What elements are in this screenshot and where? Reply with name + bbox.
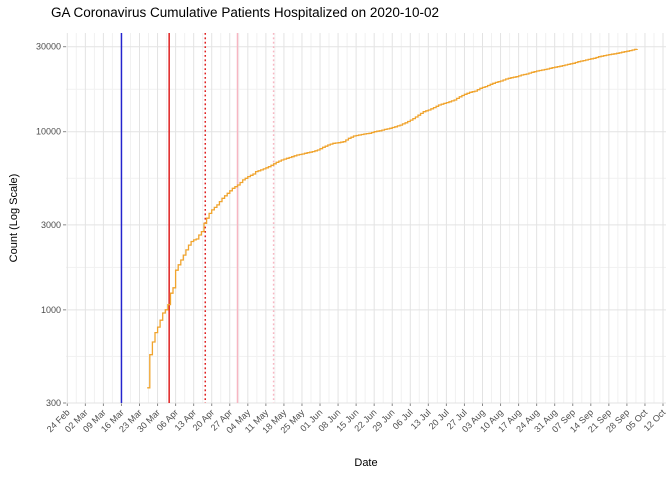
y-tick-label: 300	[46, 398, 61, 408]
series-line-cumulative-hospitalized	[147, 48, 638, 389]
chart-title: GA Coronavirus Cumulative Patients Hospi…	[51, 5, 439, 20]
y-tick-label: 10000	[36, 127, 61, 137]
y-tick-label: 1000	[41, 305, 61, 315]
y-tick-label: 30000	[36, 42, 61, 52]
x-axis-title: Date	[354, 457, 378, 469]
y-tick-label: 3000	[41, 220, 61, 230]
